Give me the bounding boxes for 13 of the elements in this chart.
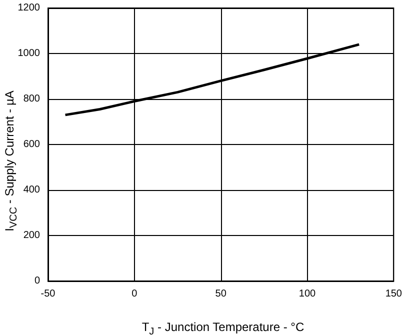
y-tick-label: 400	[23, 184, 40, 196]
y-tick-label: 1200	[18, 2, 40, 14]
x-tick-label: 100	[298, 288, 316, 300]
y-tick-label: 200	[23, 230, 40, 241]
x-tick-label: 50	[215, 288, 227, 300]
y-tick-label: 800	[23, 94, 40, 104]
x-tick-label: 0	[132, 288, 138, 300]
x-tick-label: -50	[40, 288, 56, 300]
x-tick-label: 150	[385, 288, 402, 300]
y-tick-label: 600	[23, 139, 40, 150]
y-tick-label: 1000	[18, 48, 40, 59]
x-axis-title: T$_{J}$ - Junction Temperature - °C	[142, 320, 304, 336]
y-tick-label: 0	[34, 276, 40, 286]
